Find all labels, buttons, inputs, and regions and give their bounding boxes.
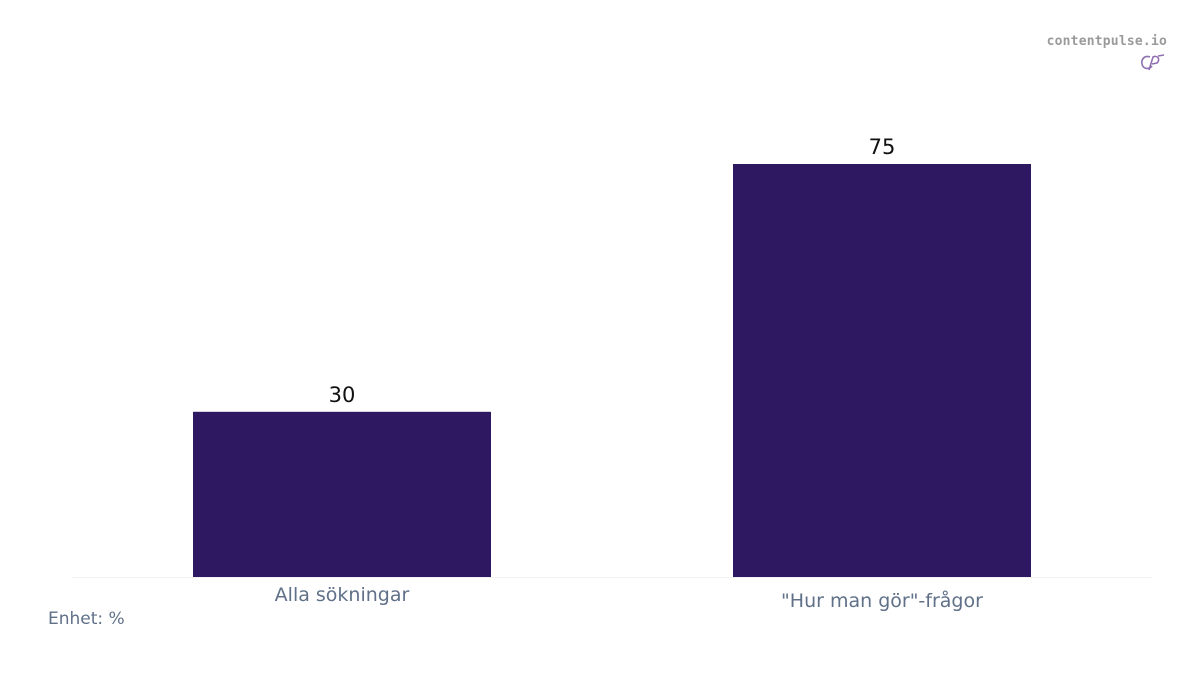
bars-group (193, 164, 1031, 577)
value-label-1: 75 (869, 135, 896, 159)
value-label-0: 30 (329, 383, 356, 407)
bar-0 (193, 411, 491, 577)
brand-name: contentpulse.io (1046, 34, 1167, 49)
x-tick-labels-group: Alla sökningar "Hur man gör"-frågor (275, 584, 983, 612)
bar-1 (733, 164, 1031, 577)
value-labels-group: 30 75 (329, 135, 896, 407)
x-tick-label-0: Alla sökningar (275, 584, 410, 606)
unit-note: Enhet: % (48, 609, 125, 629)
brand-watermark: contentpulse.io (1047, 34, 1167, 73)
x-tick-label-1: "Hur man gör"-frågor (781, 589, 983, 612)
cp-monogram-icon (1141, 54, 1165, 71)
